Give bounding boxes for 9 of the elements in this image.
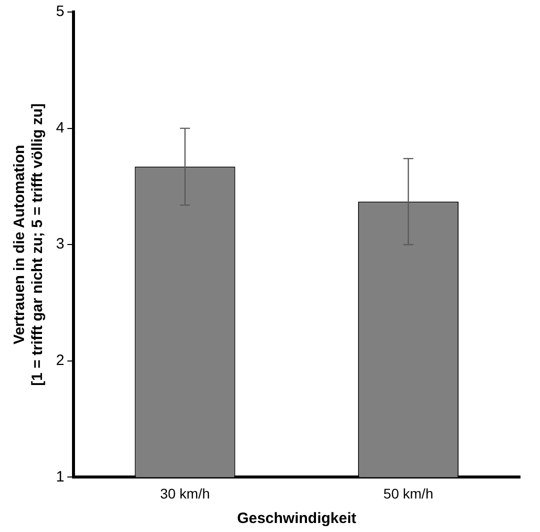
y-tick-label: 5 (56, 3, 64, 20)
y-tick-label: 1 (56, 468, 64, 486)
y-tick-label: 3 (56, 236, 64, 253)
x-tick-label: 30 km/h (160, 485, 210, 502)
x-tick-label: 50 km/h (383, 485, 434, 502)
y-axis-title: Vertrauen in die Automation [1 = trifft gar nicht zu; 5 = trifft völlig zu] (11, 103, 46, 386)
y-tick-label: 2 (56, 352, 64, 370)
y-tick-label: 4 (56, 119, 64, 136)
x-axis-title: Geschwindigkeit (237, 510, 356, 528)
